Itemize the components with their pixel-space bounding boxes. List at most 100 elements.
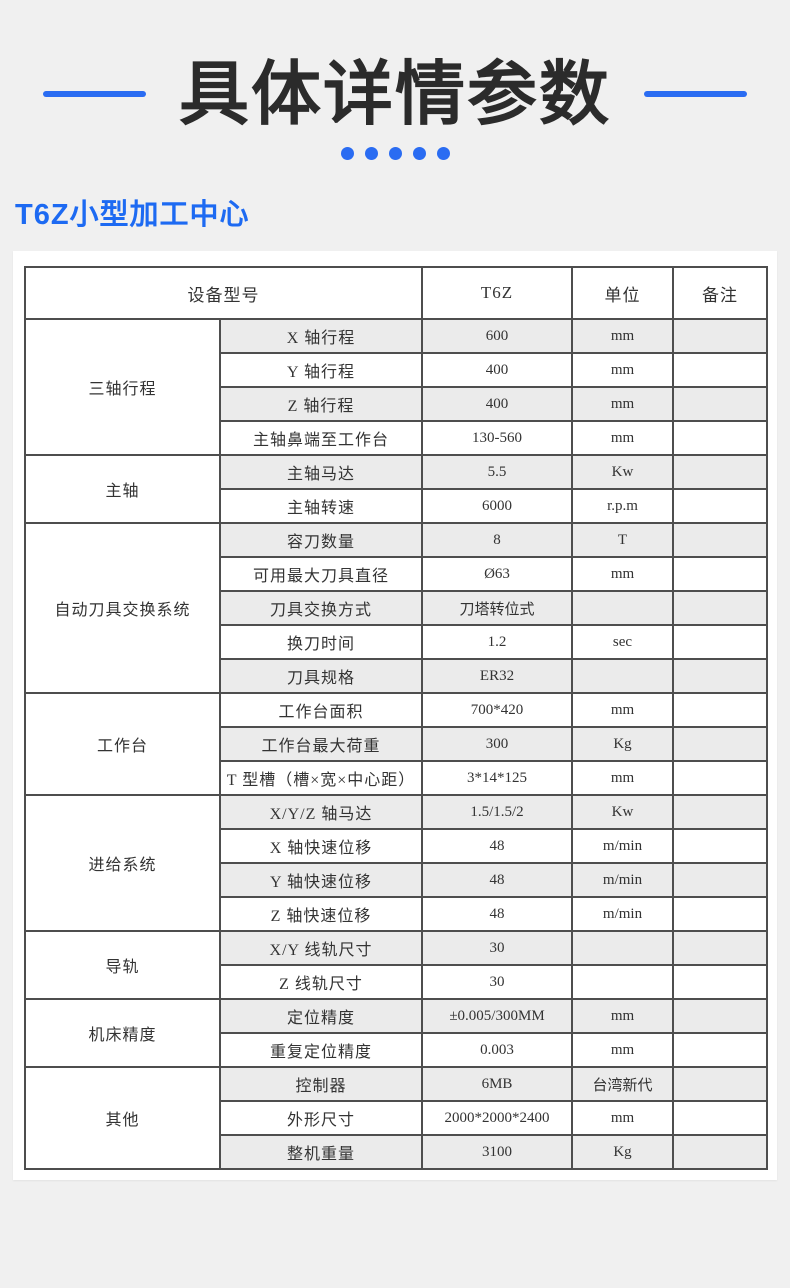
table-row: 主轴鼻端至工作台 130-560 mm xyxy=(25,420,768,456)
remark-cell xyxy=(672,760,768,796)
unit-cell: sec xyxy=(571,624,674,660)
unit-cell: mm xyxy=(571,318,674,354)
table-row: 自动刀具交换系统 容刀数量 8 T xyxy=(24,522,768,694)
dot-icon xyxy=(436,147,450,160)
table-row: Z 线轨尺寸 30 xyxy=(25,964,768,1000)
param-name-cell: 外形尺寸 xyxy=(219,1100,423,1136)
value-cell: 8 xyxy=(421,522,573,558)
table-row: 工作台 工作台面积 700*420 mm xyxy=(24,692,768,796)
remark-cell xyxy=(672,420,768,456)
remark-cell xyxy=(672,1032,768,1068)
unit-cell: Kg xyxy=(571,1134,674,1170)
unit-cell: Kw xyxy=(571,794,674,830)
param-name-cell: 可用最大刀具直径 xyxy=(219,556,423,592)
param-name-cell: 主轴马达 xyxy=(219,454,423,490)
unit-cell xyxy=(571,930,674,966)
table-row: 其他 控制器 6MB 台湾新代 xyxy=(24,1066,768,1170)
table-row: 进给系统 X/Y/Z 轴马达 1.5/1.5/2 Kw xyxy=(24,794,768,932)
value-cell: 6000 xyxy=(421,488,573,524)
unit-cell: mm xyxy=(571,352,674,388)
unit-cell: r.p.m xyxy=(571,488,674,524)
title-dots xyxy=(0,147,790,160)
remark-cell xyxy=(672,1100,768,1136)
category-cell: 主轴 xyxy=(24,454,221,524)
header-cell-unit: 单位 xyxy=(571,266,674,320)
table-row: Y 轴快速位移 48 m/min xyxy=(25,862,768,898)
table-row: 外形尺寸 2000*2000*2400 mm xyxy=(25,1100,768,1136)
dot-icon xyxy=(340,147,354,160)
table-row: Z 轴行程 400 mm xyxy=(25,386,768,422)
unit-cell: mm xyxy=(571,1032,674,1068)
param-name-cell: Z 轴行程 xyxy=(219,386,423,422)
category-cell: 自动刀具交换系统 xyxy=(24,522,221,694)
param-name-cell: 刀具规格 xyxy=(219,658,423,694)
unit-cell: mm xyxy=(571,1100,674,1136)
value-cell: 48 xyxy=(421,828,573,864)
param-name-cell: 主轴鼻端至工作台 xyxy=(219,420,423,456)
value-cell: ±0.005/300MM xyxy=(421,998,573,1034)
table-row: 可用最大刀具直径 Ø63 mm xyxy=(25,556,768,592)
remark-cell xyxy=(672,352,768,388)
unit-cell: mm xyxy=(571,420,674,456)
unit-cell: 台湾新代 xyxy=(571,1066,674,1102)
header-cell-remark: 备注 xyxy=(672,266,768,320)
table-row: 整机重量 3100 Kg xyxy=(25,1134,768,1170)
param-name-cell: X 轴快速位移 xyxy=(219,828,423,864)
table-row: 三轴行程 X 轴行程 600 mm xyxy=(24,318,768,456)
value-cell: 5.5 xyxy=(421,454,573,490)
value-cell: 400 xyxy=(421,352,573,388)
table-row: Y 轴行程 400 mm xyxy=(25,352,768,388)
remark-cell xyxy=(672,658,768,694)
param-name-cell: 工作台面积 xyxy=(219,692,423,728)
unit-cell: Kg xyxy=(571,726,674,762)
value-cell: 130-560 xyxy=(421,420,573,456)
value-cell: ER32 xyxy=(421,658,573,694)
table-row: 主轴 主轴马达 5.5 Kw xyxy=(24,454,768,524)
table-row: Z 轴快速位移 48 m/min xyxy=(25,896,768,932)
category-cell: 导轨 xyxy=(24,930,221,1000)
unit-cell: mm xyxy=(571,692,674,728)
title-left-dash xyxy=(43,91,146,97)
unit-cell: mm xyxy=(571,556,674,592)
param-name-cell: 整机重量 xyxy=(219,1134,423,1170)
value-cell: 1.2 xyxy=(421,624,573,660)
value-cell: 30 xyxy=(421,930,573,966)
table-row: X 轴快速位移 48 m/min xyxy=(25,828,768,864)
param-name-cell: Z 线轨尺寸 xyxy=(219,964,423,1000)
unit-cell: Kw xyxy=(571,454,674,490)
unit-cell: T xyxy=(571,522,674,558)
dot-icon xyxy=(412,147,426,160)
remark-cell xyxy=(672,1134,768,1170)
spec-card: 设备型号 T6Z 单位 备注 三轴行程 X 轴行程 600 mm Y 轴行程 400 mm Z… xyxy=(13,251,777,1180)
remark-cell xyxy=(672,896,768,932)
value-cell: 3*14*125 xyxy=(421,760,573,796)
table-row: 导轨 X/Y 线轨尺寸 30 xyxy=(24,930,768,1000)
remark-cell xyxy=(672,726,768,762)
param-name-cell: X/Y 线轨尺寸 xyxy=(219,930,423,966)
param-name-cell: 控制器 xyxy=(219,1066,423,1102)
value-cell: 48 xyxy=(421,862,573,898)
value-cell: 30 xyxy=(421,964,573,1000)
param-name-cell: 刀具交换方式 xyxy=(219,590,423,626)
dot-icon xyxy=(364,147,378,160)
remark-cell xyxy=(672,998,768,1034)
page: { "accent_blue": "#2a6cf2", "subtitle_bl… xyxy=(0,50,790,1288)
value-cell: 刀塔转位式 xyxy=(421,590,573,626)
table-row: 机床精度 定位精度 ±0.005/300MM mm xyxy=(24,998,768,1068)
title-right-dash xyxy=(644,91,747,97)
param-name-cell: 容刀数量 xyxy=(219,522,423,558)
param-name-cell: T 型槽（槽×宽×中心距） xyxy=(219,760,423,796)
spec-table-body: 三轴行程 X 轴行程 600 mm Y 轴行程 400 mm Z 轴行程 400 mm 主轴鼻端至工… xyxy=(24,318,768,1170)
value-cell: 48 xyxy=(421,896,573,932)
param-name-cell: 换刀时间 xyxy=(219,624,423,660)
table-row: T 型槽（槽×宽×中心距） 3*14*125 mm xyxy=(25,760,768,796)
value-cell: 3100 xyxy=(421,1134,573,1170)
title-banner: 具体详情参数 xyxy=(0,50,790,138)
param-name-cell: 定位精度 xyxy=(219,998,423,1034)
param-name-cell: Y 轴行程 xyxy=(219,352,423,388)
value-cell: 1.5/1.5/2 xyxy=(421,794,573,830)
param-name-cell: Y 轴快速位移 xyxy=(219,862,423,898)
spec-table: 设备型号 T6Z 单位 备注 三轴行程 X 轴行程 600 mm Y 轴行程 400 mm Z… xyxy=(24,266,768,1170)
unit-cell: mm xyxy=(571,998,674,1034)
value-cell: 6MB xyxy=(421,1066,573,1102)
